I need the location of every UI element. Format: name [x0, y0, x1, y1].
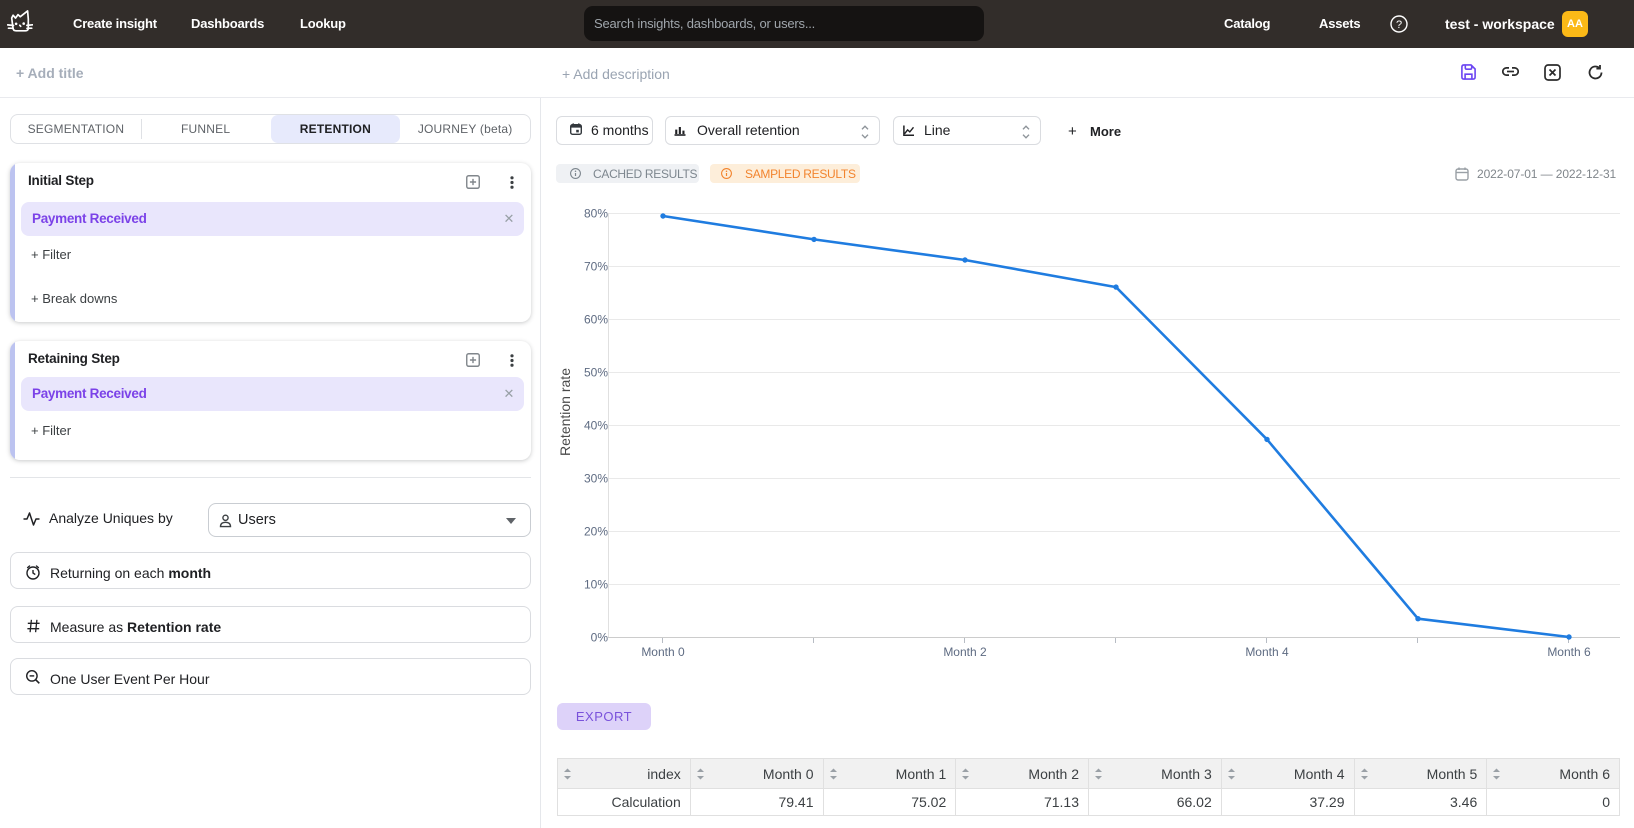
svg-text:20%: 20% — [584, 525, 608, 539]
svg-text:60%: 60% — [584, 313, 608, 327]
svg-text:40%: 40% — [584, 419, 608, 433]
svg-text:0%: 0% — [591, 631, 609, 645]
svg-text:Month 2: Month 2 — [943, 645, 987, 659]
svg-text:Retention rate: Retention rate — [557, 368, 573, 456]
svg-text:Month 0: Month 0 — [641, 645, 685, 659]
svg-text:80%: 80% — [584, 207, 608, 221]
svg-text:70%: 70% — [584, 260, 608, 274]
svg-text:50%: 50% — [584, 366, 608, 380]
svg-text:Month 4: Month 4 — [1245, 645, 1289, 659]
svg-text:10%: 10% — [584, 578, 608, 592]
svg-text:30%: 30% — [584, 472, 608, 486]
svg-text:Month 6: Month 6 — [1547, 645, 1591, 659]
svg-text:?: ? — [1396, 19, 1402, 31]
